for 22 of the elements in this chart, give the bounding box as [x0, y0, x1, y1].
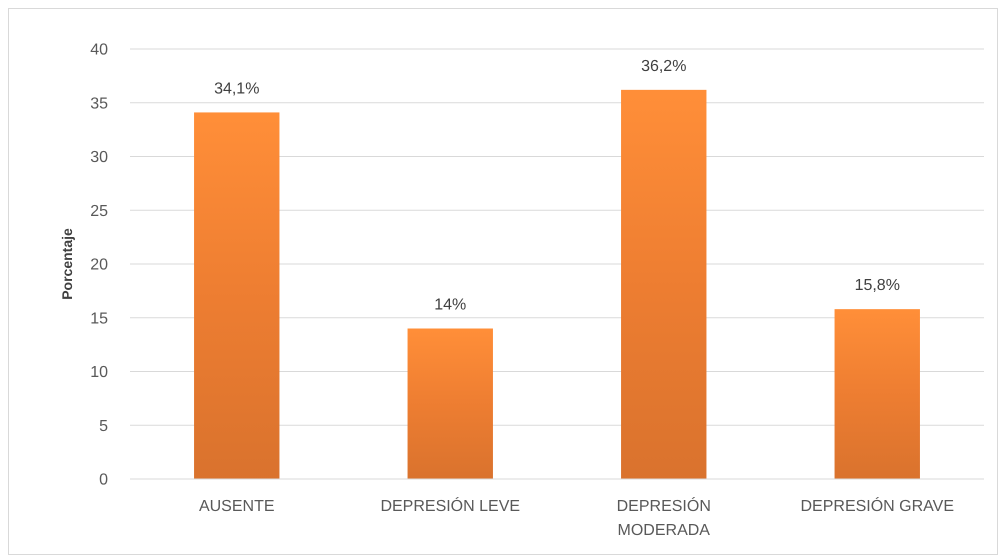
x-tick-label: DEPRESIÓN GRAVE [800, 497, 954, 515]
y-tick-label: 5 [99, 418, 108, 435]
y-axis-title: Porcentaje [59, 228, 75, 300]
y-tick-label: 20 [90, 256, 108, 274]
data-label: 14% [434, 296, 466, 314]
bar [834, 309, 920, 479]
data-label: 34,1% [214, 80, 260, 98]
bar [621, 90, 706, 479]
y-tick-label: 10 [90, 364, 108, 382]
y-tick-label: 40 [90, 42, 108, 59]
x-tick-label: DEPRESIÓN MODERADA [616, 497, 711, 539]
data-label: 15,8% [854, 277, 900, 294]
y-tick-label: 0 [99, 472, 108, 489]
y-tick-label: 15 [90, 310, 108, 328]
y-tick-label: 25 [90, 202, 108, 220]
bar [408, 328, 493, 479]
bar [194, 112, 280, 479]
data-label: 36,2% [641, 58, 686, 75]
y-tick-label: 35 [90, 95, 108, 112]
x-tick-label: AUSENTE [198, 498, 275, 515]
y-tick-label: 30 [90, 149, 108, 166]
x-tick-label: DEPRESIÓN LEVE [380, 497, 520, 515]
